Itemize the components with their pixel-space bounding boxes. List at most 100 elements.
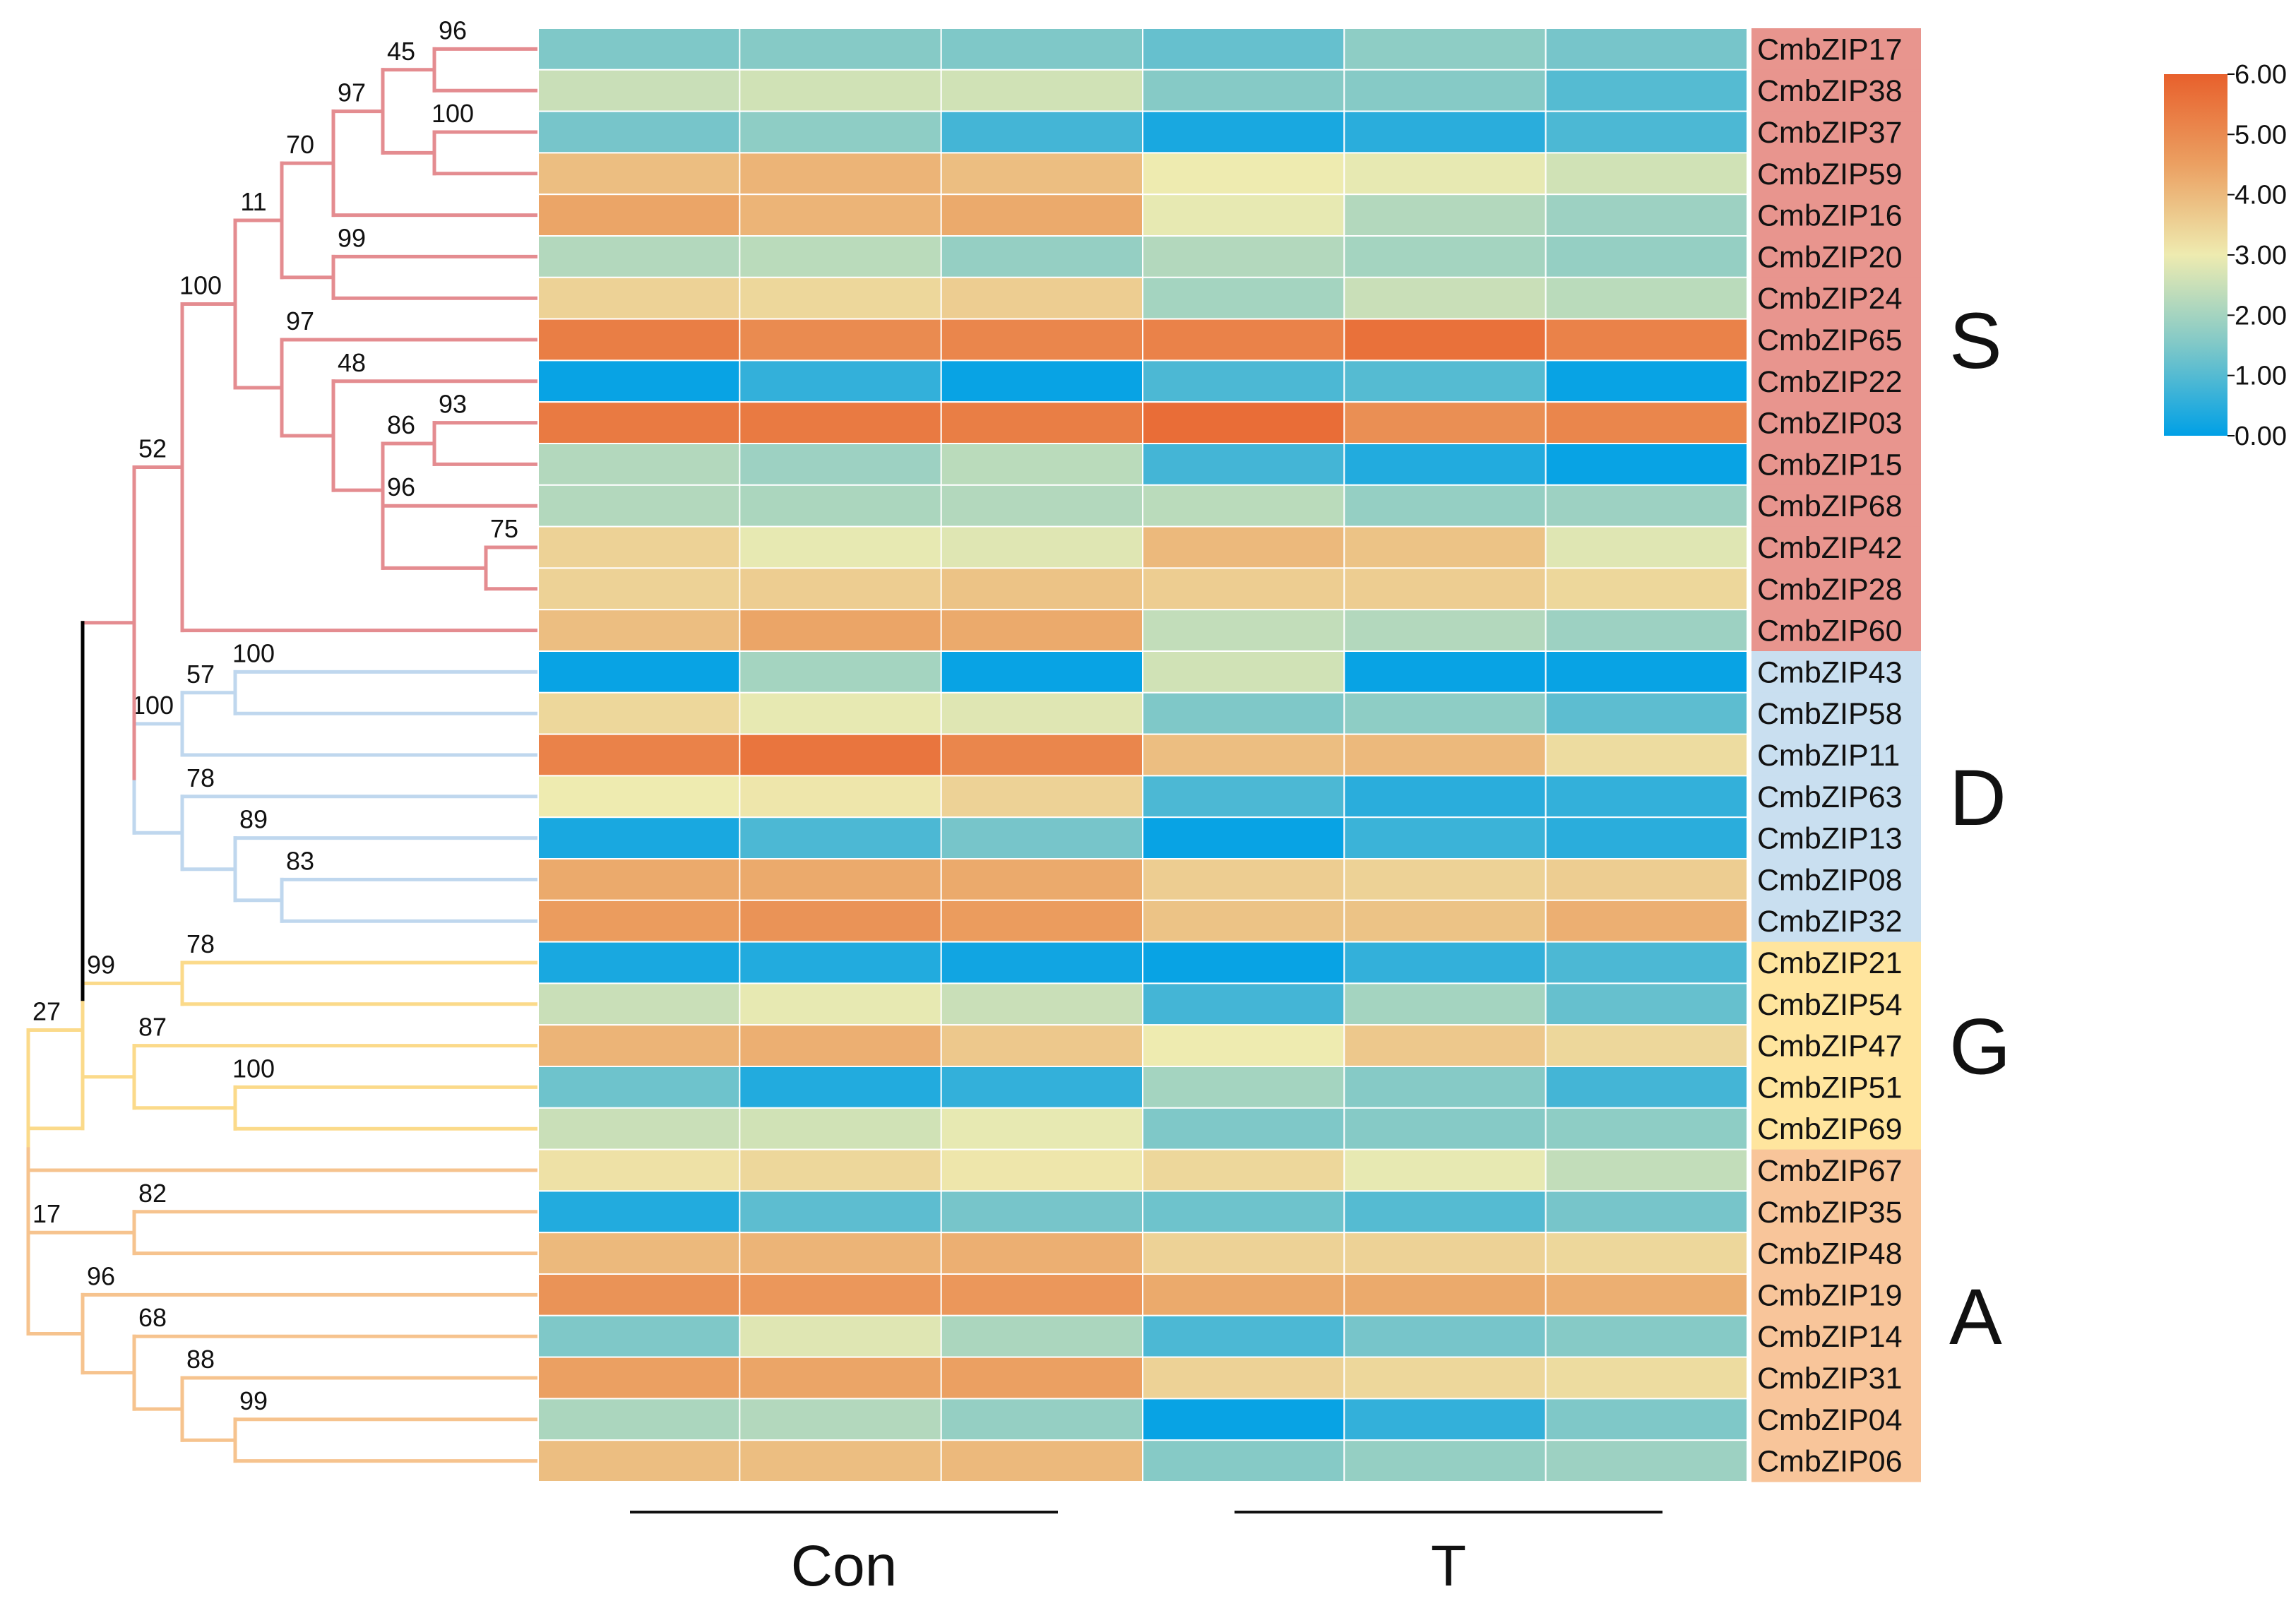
heatmap-cell [1545, 567, 1749, 611]
heatmap-cell [1545, 194, 1749, 237]
heatmap-cell [537, 359, 741, 403]
heatmap-cell [537, 609, 741, 653]
group-labels: S D G A [1949, 297, 2011, 1361]
gene-label: CmbZIP38 [1757, 74, 1903, 108]
heatmap-cell [1343, 1273, 1547, 1316]
bootstrap-label: 96 [387, 472, 415, 501]
heatmap-cell [940, 1356, 1143, 1400]
heatmap-cell [1343, 1439, 1547, 1482]
heatmap-cell [1142, 1190, 1345, 1234]
heatmap-cell [537, 443, 741, 486]
gene-label: CmbZIP13 [1757, 822, 1903, 856]
heatmap-cell [537, 899, 741, 943]
heatmap-cell [940, 1314, 1143, 1358]
heatmap-cell [739, 858, 942, 901]
heatmap-cell [1545, 609, 1749, 653]
heatmap-cell [1343, 650, 1547, 694]
gene-label: CmbZIP20 [1757, 240, 1903, 274]
gene-label-background [1751, 1191, 1921, 1233]
colorbar-tick-label: 0.00 [2235, 422, 2287, 451]
heatmap-cell [1545, 691, 1749, 735]
heatmap-cell [739, 401, 942, 445]
gene-label-background [1751, 484, 1921, 528]
heatmap-cell [537, 858, 741, 901]
heatmap-cell [940, 816, 1143, 859]
heatmap-cell [940, 110, 1143, 154]
heatmap-cell [1343, 941, 1547, 985]
heatmap-cell [940, 775, 1143, 819]
heatmap-cell [1142, 1273, 1345, 1316]
gene-label-background [1751, 111, 1921, 153]
heatmap-cell [1142, 525, 1345, 569]
heatmap-cell [940, 443, 1143, 486]
heatmap-cell [739, 1066, 942, 1109]
heatmap-cell [1545, 733, 1749, 777]
heatmap-cell [739, 650, 942, 694]
bootstrap-label: 99 [338, 223, 366, 252]
heatmap-cell [940, 650, 1143, 694]
heatmap-cell [1343, 110, 1547, 154]
heatmap-cell [940, 941, 1143, 985]
heatmap-cell [1343, 1148, 1547, 1192]
gene-label: CmbZIP54 [1757, 988, 1903, 1022]
bootstrap-label: 100 [179, 270, 222, 299]
gene-label-background [1751, 277, 1921, 320]
heatmap-cell [537, 318, 741, 362]
heatmap-cell [940, 609, 1143, 653]
heatmap-cell [1343, 1398, 1547, 1441]
heatmap-cell [739, 152, 942, 196]
heatmap-cell [940, 1439, 1143, 1482]
heatmap-cell [1343, 691, 1547, 735]
bootstrap-label: 97 [338, 78, 366, 107]
heatmap-cell [1545, 1232, 1749, 1275]
heatmap-cell [1545, 1024, 1749, 1067]
heatmap-cell [537, 1273, 741, 1316]
heatmap-cell [739, 609, 942, 653]
heatmap-cell [537, 525, 741, 569]
gene-label-background [1751, 775, 1921, 818]
heatmap-cell [739, 525, 942, 569]
group-label: S [1949, 297, 2002, 385]
gene-label-background [1751, 444, 1921, 486]
gene-label: CmbZIP63 [1757, 780, 1903, 814]
heatmap-cell [537, 775, 741, 819]
gene-label-background [1751, 236, 1921, 278]
heatmap-cell [1343, 359, 1547, 403]
gene-label-background [1751, 692, 1921, 735]
bootstrap-label: 48 [338, 348, 366, 377]
heatmap-cell [1142, 152, 1345, 196]
heatmap-cell [537, 982, 741, 1026]
heatmap-cell [1343, 1066, 1547, 1109]
heatmap-cell [739, 941, 942, 985]
heatmap-cell [1142, 69, 1345, 112]
gene-label: CmbZIP59 [1757, 157, 1903, 191]
heatmap-cell [1142, 567, 1345, 611]
gene-label: CmbZIP22 [1757, 365, 1903, 399]
gene-label-background [1751, 360, 1921, 403]
colorbar-tick-label: 6.00 [2235, 60, 2287, 90]
heatmap-cell [1343, 567, 1547, 611]
heatmap-cell [940, 525, 1143, 569]
heatmap-cell [940, 1024, 1143, 1067]
heatmap-cell [1142, 691, 1345, 735]
gene-label-background [1751, 651, 1921, 694]
heatmap-cell [1142, 775, 1345, 819]
group-label: G [1949, 1003, 2011, 1091]
heatmap-cell [739, 359, 942, 403]
gene-label-background [1751, 402, 1921, 444]
heatmap-cell [1142, 1066, 1345, 1109]
heatmap-cell [537, 691, 741, 735]
gene-labels: CmbZIP17 CmbZIP38 CmbZIP37 CmbZIP59 CmbZIP16… [1751, 28, 1921, 1482]
heatmap-cell [1545, 1148, 1749, 1192]
heatmap-cell [739, 1439, 942, 1482]
bootstrap-label: 68 [138, 1303, 167, 1332]
heatmap-cell [1343, 152, 1547, 196]
heatmap-cell [739, 1190, 942, 1234]
heatmap-cell [1545, 1273, 1749, 1316]
heatmap-cell [1545, 1398, 1749, 1441]
gene-label: CmbZIP37 [1757, 116, 1903, 150]
gene-label: CmbZIP04 [1757, 1403, 1903, 1437]
heatmap-cell [1142, 359, 1345, 403]
heatmap-cell [739, 1314, 942, 1358]
colorbar-gradient [2164, 74, 2227, 436]
